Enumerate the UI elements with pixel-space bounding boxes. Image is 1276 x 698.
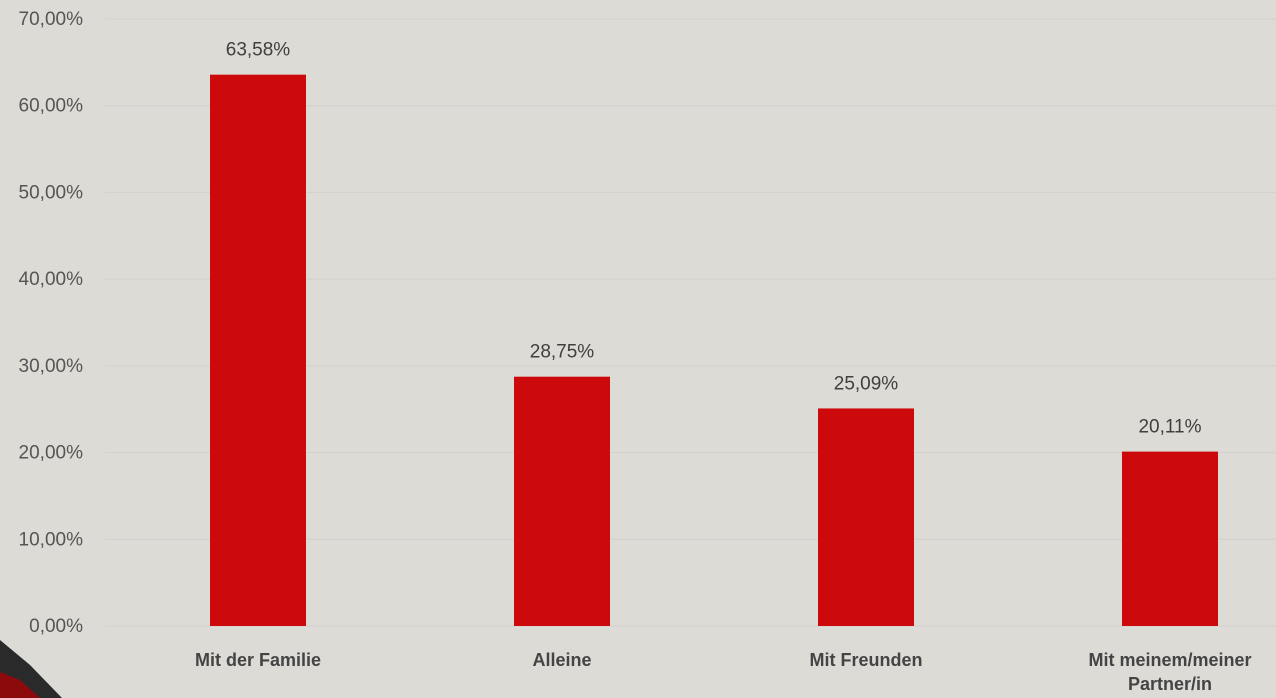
y-axis-ticks: 0,00% 10,00% 20,00% 30,00% 40,00% 50,00% 60,00…: [19, 9, 84, 637]
y-tick-label: 0,00%: [29, 616, 83, 637]
data-label: 20,11%: [1138, 417, 1201, 438]
y-tick-label: 70,00%: [19, 9, 84, 30]
x-tick-label: Mit Freunden: [810, 650, 923, 670]
x-tick-label: Mit der Familie: [195, 650, 321, 670]
bar: [1122, 451, 1218, 626]
bar: [818, 408, 914, 626]
x-axis-categories: Mit der Familie Alleine Mit Freunden Mit me…: [195, 650, 1252, 694]
y-tick-label: 50,00%: [19, 182, 84, 203]
y-tick-label: 20,00%: [19, 443, 84, 464]
y-tick-label: 30,00%: [19, 356, 84, 377]
data-label: 25,09%: [834, 373, 899, 394]
corner-shape-red: [0, 672, 40, 698]
data-label: 63,58%: [226, 40, 291, 61]
data-labels: 63,58% 28,75% 25,09% 20,11%: [226, 40, 1202, 438]
data-label: 28,75%: [530, 342, 595, 363]
y-tick-label: 10,00%: [19, 529, 84, 550]
bar: [210, 74, 306, 626]
corner-decoration: [0, 640, 62, 698]
y-tick-label: 40,00%: [19, 269, 84, 290]
x-tick-label: Mit meinem/meiner Partner/in: [1088, 650, 1251, 694]
bars: [210, 74, 1218, 626]
bar: [514, 376, 610, 626]
y-tick-label: 60,00%: [19, 96, 84, 117]
x-tick-label: Alleine: [532, 650, 591, 670]
